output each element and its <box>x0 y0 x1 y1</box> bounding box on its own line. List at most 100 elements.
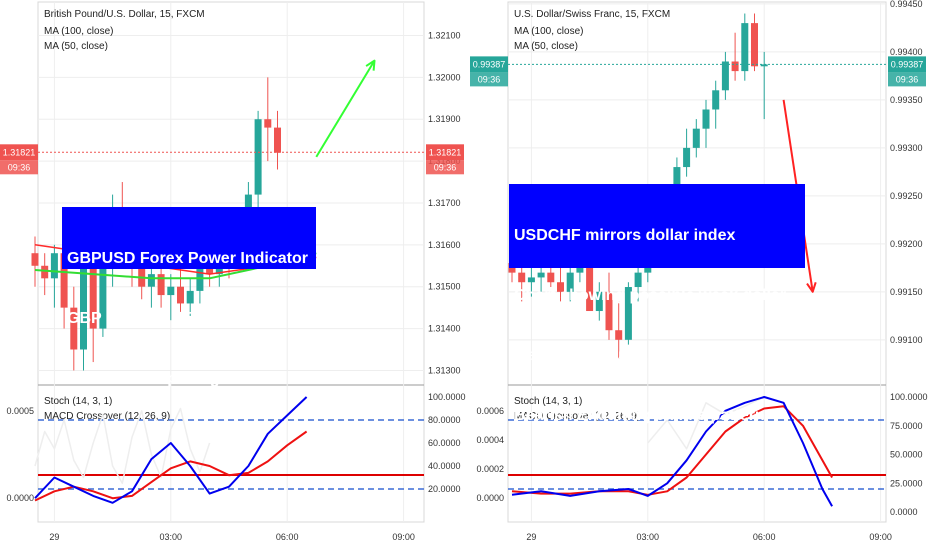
y-tick-label: 0.99200 <box>890 239 923 249</box>
right-axis-tick: 25.0000 <box>890 478 923 488</box>
price-tag <box>470 56 508 73</box>
candle-body <box>721 61 729 91</box>
x-tick-label: 03:00 <box>160 532 183 542</box>
candle-body <box>683 147 691 168</box>
left-axis-tick: 0.0002 <box>476 464 504 474</box>
time-tag <box>0 160 38 175</box>
annotation-line: Macd overbought <box>514 347 648 364</box>
candle-body <box>80 265 87 350</box>
candle-body <box>254 119 262 195</box>
candle-body <box>731 61 739 72</box>
price-tag-label: 1.31821 <box>3 147 36 157</box>
annotation-line: Chart showing possible weak dollar <box>514 287 787 304</box>
y-tick-label: 0.99300 <box>890 143 923 153</box>
time-tag-label: 09:36 <box>8 162 31 172</box>
price-tag <box>888 56 926 73</box>
right-axis-tick: 60.0000 <box>428 438 461 448</box>
candle-body <box>751 23 758 67</box>
lower-pane-label: Stoch (14, 3, 1) <box>514 396 582 407</box>
candle-body <box>41 265 49 279</box>
right-axis-tick: 100.0000 <box>890 392 928 402</box>
y-tick-label: 1.31600 <box>428 240 461 250</box>
trend-arrow-head <box>806 281 817 293</box>
candle-body <box>31 253 39 266</box>
candle-body <box>89 265 97 329</box>
indicator-label: MA (50, close) <box>44 41 108 52</box>
right-axis-tick: 20.0000 <box>428 484 461 494</box>
x-tick-label: 03:00 <box>637 532 660 542</box>
annotation-line: NY session opening 15 min <box>67 370 275 387</box>
indicator-label: MA (50, close) <box>514 41 578 52</box>
candle-body <box>712 90 720 110</box>
time-tag <box>470 72 508 87</box>
candle-body <box>760 64 768 67</box>
y-tick-label: 1.31700 <box>428 198 461 208</box>
price-tag-label: 0.99387 <box>891 59 924 69</box>
candle-body <box>692 128 700 148</box>
x-tick-label: 29 <box>49 532 59 542</box>
x-tick-label: 09:00 <box>392 532 415 542</box>
left-axis-tick: 0.0005 <box>6 406 34 416</box>
trend-arrow-head <box>365 59 376 71</box>
candle-body <box>702 109 710 129</box>
annotation-gbpusd: GBPUSD Forex Power Indicator GBP strong … <box>62 207 316 387</box>
indicator-label: MA (100, close) <box>44 26 113 37</box>
indicator-label: MA (100, close) <box>514 26 583 37</box>
trend-arrow <box>315 60 376 158</box>
annotation-usdchf: USDCHF mirrors dollar index Chart showin… <box>509 184 805 424</box>
y-tick-label: 0.99100 <box>890 335 923 345</box>
price-tag <box>426 144 464 161</box>
stoch-raw-line <box>34 407 211 485</box>
time-tag <box>426 160 464 175</box>
candle-body <box>566 272 574 292</box>
candle-body <box>741 23 749 72</box>
candle-body <box>634 272 642 288</box>
y-tick-label: 0.99250 <box>890 191 923 201</box>
price-tag-label: 1.31821 <box>429 147 462 157</box>
y-tick-label: 1.31500 <box>428 282 461 292</box>
y-tick-label: 1.32100 <box>428 30 461 40</box>
candle-body <box>264 119 272 128</box>
lower-pane-label: MACD Crossover (12, 26, 9) <box>514 411 640 422</box>
candle-body <box>50 253 58 279</box>
lower-pane-label: Stoch (14, 3, 1) <box>44 396 112 407</box>
time-tag-label: 09:36 <box>434 162 457 172</box>
y-tick-label: 0.99350 <box>890 95 923 105</box>
y-tick-label: 1.31300 <box>428 365 461 375</box>
candle-body <box>557 282 564 292</box>
candle-body <box>186 290 194 304</box>
x-tick-label: 06:00 <box>276 532 299 542</box>
lower-pane-label: MACD Crossover (12, 26, 9) <box>44 411 170 422</box>
time-tag-label: 09:36 <box>478 74 501 84</box>
stoch-k-line <box>511 396 833 507</box>
price-tag <box>0 144 38 161</box>
y-tick-label: 0.99400 <box>890 47 923 57</box>
x-tick-label: 29 <box>526 532 536 542</box>
candle-body <box>157 274 165 296</box>
left-axis-tick: 0.0000 <box>6 493 34 503</box>
candle-body <box>206 265 214 275</box>
candle-body <box>615 330 623 340</box>
y-tick-label: 1.32000 <box>428 72 461 82</box>
stoch-raw-line <box>647 396 765 450</box>
candle-body <box>586 263 594 312</box>
x-tick-label: 09:00 <box>869 532 892 542</box>
candle-body <box>518 272 526 283</box>
chart-title: U.S. Dollar/Swiss Franc, 15, FXCM <box>514 9 670 20</box>
time-tag-label: 09:36 <box>896 74 919 84</box>
right-axis-tick: 100.0000 <box>428 392 466 402</box>
x-tick-label: 06:00 <box>753 532 776 542</box>
candle-body <box>138 253 146 287</box>
time-tag <box>888 72 926 87</box>
candle-body <box>624 287 632 340</box>
candle-body <box>527 277 535 283</box>
right-axis-tick: 75.0000 <box>890 421 923 431</box>
annotation-line: USDCHF mirrors dollar index <box>514 227 736 244</box>
candle-body <box>547 272 555 283</box>
candle-body <box>177 286 184 304</box>
candle-body <box>60 253 68 308</box>
candle-body <box>274 127 281 153</box>
candle-body <box>605 291 613 331</box>
candle-body <box>673 167 681 196</box>
